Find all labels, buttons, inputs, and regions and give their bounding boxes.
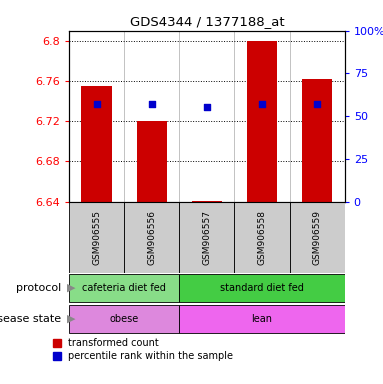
Text: GSM906558: GSM906558 <box>257 210 267 265</box>
Bar <box>136 121 167 202</box>
Text: GSM906557: GSM906557 <box>202 210 211 265</box>
Text: obese: obese <box>110 314 139 324</box>
Text: protocol: protocol <box>16 283 61 293</box>
Title: GDS4344 / 1377188_at: GDS4344 / 1377188_at <box>129 15 284 28</box>
Bar <box>192 200 222 202</box>
FancyBboxPatch shape <box>179 202 234 273</box>
Text: GSM906556: GSM906556 <box>147 210 156 265</box>
Text: disease state: disease state <box>0 314 61 324</box>
Legend: transformed count, percentile rank within the sample: transformed count, percentile rank withi… <box>51 336 235 363</box>
FancyBboxPatch shape <box>69 305 179 333</box>
Text: ▶: ▶ <box>67 283 75 293</box>
Point <box>259 101 265 107</box>
Bar <box>247 41 277 202</box>
Point <box>93 101 100 107</box>
Point <box>314 101 320 107</box>
Text: lean: lean <box>252 314 272 324</box>
Text: GSM906559: GSM906559 <box>313 210 322 265</box>
Text: standard diet fed: standard diet fed <box>220 283 304 293</box>
FancyBboxPatch shape <box>179 305 345 333</box>
Text: GSM906555: GSM906555 <box>92 210 101 265</box>
Point <box>149 101 155 107</box>
Text: cafeteria diet fed: cafeteria diet fed <box>82 283 166 293</box>
Bar <box>81 86 112 202</box>
Bar <box>302 79 332 202</box>
FancyBboxPatch shape <box>234 202 290 273</box>
FancyBboxPatch shape <box>179 274 345 302</box>
FancyBboxPatch shape <box>290 202 345 273</box>
Text: ▶: ▶ <box>67 314 75 324</box>
Point <box>204 104 210 110</box>
FancyBboxPatch shape <box>124 202 179 273</box>
FancyBboxPatch shape <box>69 202 124 273</box>
FancyBboxPatch shape <box>69 274 179 302</box>
